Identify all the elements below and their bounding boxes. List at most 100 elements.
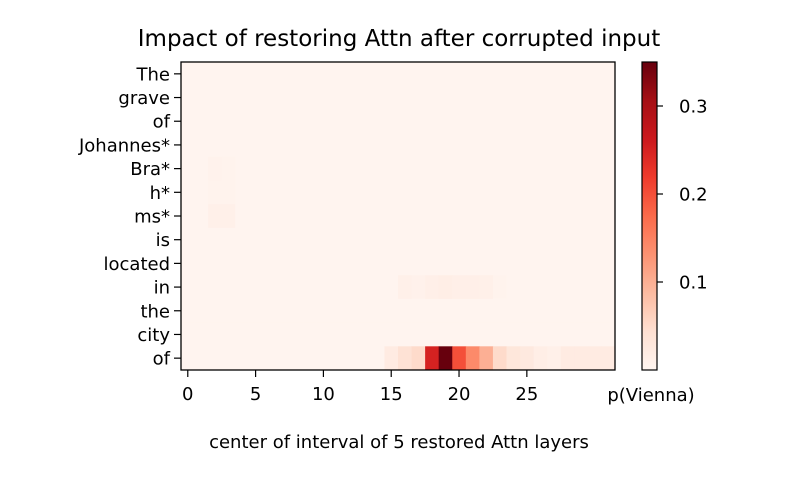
- heatmap-cell: [587, 251, 602, 276]
- heatmap-cell: [208, 62, 223, 87]
- heatmap-cell: [560, 85, 575, 110]
- heatmap-cell: [398, 227, 412, 252]
- heatmap-cell: [398, 180, 412, 205]
- heatmap-cell: [547, 109, 562, 134]
- heatmap-cell: [357, 85, 372, 110]
- heatmap-cell: [574, 62, 589, 87]
- heatmap-cell: [181, 133, 195, 158]
- heatmap-cell: [587, 346, 602, 371]
- heatmap-cell: [398, 156, 412, 181]
- heatmap-cell: [384, 109, 399, 134]
- heatmap-cell: [492, 204, 507, 229]
- heatmap-cell: [194, 346, 209, 371]
- heatmap-cell: [370, 322, 385, 347]
- heatmap-cell: [262, 346, 277, 371]
- heatmap-cell: [533, 156, 548, 181]
- heatmap-cell: [479, 204, 494, 229]
- heatmap-cell: [452, 133, 467, 158]
- heatmap-cell: [357, 227, 372, 252]
- heatmap-cell: [370, 156, 385, 181]
- x-tick-label: 10: [312, 384, 335, 405]
- heatmap-cell: [289, 227, 304, 252]
- heatmap-cell: [262, 109, 277, 134]
- heatmap-cell: [370, 346, 385, 371]
- heatmap-cell: [262, 133, 277, 158]
- y-tick-label: The: [136, 64, 170, 85]
- heatmap-cell: [262, 204, 277, 229]
- heatmap-cell: [289, 346, 304, 371]
- heatmap-cell: [452, 62, 467, 87]
- heatmap-cell: [357, 204, 372, 229]
- heatmap-cell: [547, 204, 562, 229]
- heatmap-cell: [425, 180, 440, 205]
- heatmap-cell: [601, 204, 616, 229]
- heatmap-cell: [425, 227, 440, 252]
- heatmap-cell: [506, 275, 521, 300]
- heatmap-cell: [221, 180, 236, 205]
- heatmap-cell: [411, 346, 426, 371]
- heatmap-cell: [289, 204, 304, 229]
- heatmap-cell: [316, 180, 331, 205]
- heatmap-cell: [303, 227, 318, 252]
- heatmap-cell: [587, 109, 602, 134]
- heatmap-cell: [574, 346, 589, 371]
- heatmap-cell: [235, 62, 250, 87]
- heatmap-cell: [560, 298, 575, 324]
- heatmap-cell: [208, 156, 223, 181]
- heatmap-cell: [221, 298, 236, 324]
- heatmap-cell: [398, 85, 412, 110]
- heatmap-cell: [221, 62, 236, 87]
- heatmap-cell: [425, 62, 440, 87]
- heatmap-cell: [479, 322, 494, 347]
- heatmap-cell: [452, 85, 467, 110]
- colorbar-label: p(Vienna): [607, 385, 694, 406]
- heatmap-cell: [343, 109, 358, 134]
- heatmap-cell: [316, 251, 331, 276]
- heatmap-cell: [547, 298, 562, 324]
- chart-title: Impact of restoring Attn after corrupted…: [138, 26, 660, 52]
- heatmap-cell: [248, 180, 263, 205]
- heatmap-cell: [181, 275, 195, 300]
- heatmap-cell: [574, 109, 589, 134]
- heatmap-cell: [384, 204, 399, 229]
- heatmap-cell: [492, 275, 507, 300]
- heatmap-cell: [452, 204, 467, 229]
- heatmap-cell: [303, 62, 318, 87]
- heatmap-cell: [343, 322, 358, 347]
- heatmap-cell: [384, 133, 399, 158]
- heatmap-cell: [574, 275, 589, 300]
- heatmap-cell: [370, 298, 385, 324]
- heatmap-cell: [479, 275, 494, 300]
- heatmap-cell: [194, 251, 209, 276]
- heatmap-cell: [465, 227, 480, 252]
- heatmap-cell: [248, 227, 263, 252]
- heatmap-cell: [479, 85, 494, 110]
- heatmap-cell: [262, 251, 277, 276]
- heatmap-cell: [235, 346, 250, 371]
- heatmap-cell: [438, 180, 453, 205]
- heatmap-cell: [303, 133, 318, 158]
- heatmap-cell: [343, 180, 358, 205]
- heatmap-cell: [208, 85, 223, 110]
- heatmap-cell: [303, 85, 318, 110]
- heatmap-cell: [411, 62, 426, 87]
- heatmap-cell: [533, 275, 548, 300]
- heatmap-cell: [479, 133, 494, 158]
- heatmap-cell: [208, 204, 223, 229]
- heatmap-cell: [398, 133, 412, 158]
- heatmap-cell: [425, 133, 440, 158]
- heatmap-cell: [343, 62, 358, 87]
- heatmap-cell: [303, 346, 318, 371]
- heatmap-cell: [452, 109, 467, 134]
- heatmap-cell: [411, 85, 426, 110]
- heatmap-cell: [601, 109, 616, 134]
- heatmap-cell: [425, 275, 440, 300]
- heatmap-cell: [411, 180, 426, 205]
- heatmap-cell: [411, 227, 426, 252]
- heatmap-cell: [208, 346, 223, 371]
- heatmap-cell: [520, 204, 535, 229]
- heatmap-cell: [533, 180, 548, 205]
- heatmap-cell: [248, 298, 263, 324]
- heatmap-cell: [574, 298, 589, 324]
